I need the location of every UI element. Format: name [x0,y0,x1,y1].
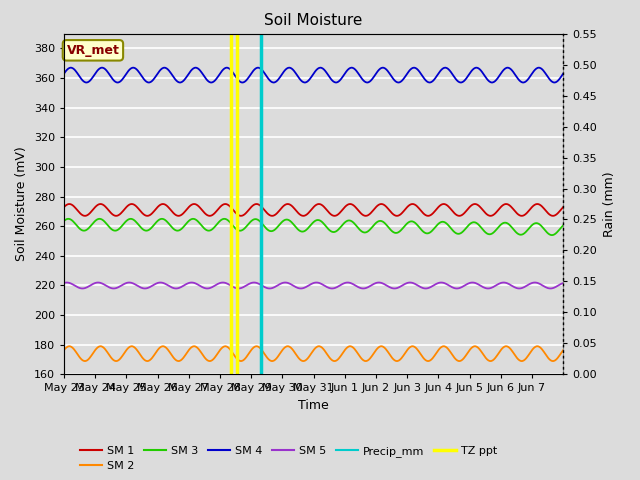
Y-axis label: Rain (mm): Rain (mm) [602,171,616,237]
Legend: SM 1, SM 2, SM 3, SM 4, SM 5, Precip_mm, TZ ppt: SM 1, SM 2, SM 3, SM 4, SM 5, Precip_mm,… [76,441,502,476]
Text: VR_met: VR_met [67,44,120,57]
X-axis label: Time: Time [298,399,329,412]
Y-axis label: Soil Moisture (mV): Soil Moisture (mV) [15,146,28,262]
Title: Soil Moisture: Soil Moisture [264,13,363,28]
